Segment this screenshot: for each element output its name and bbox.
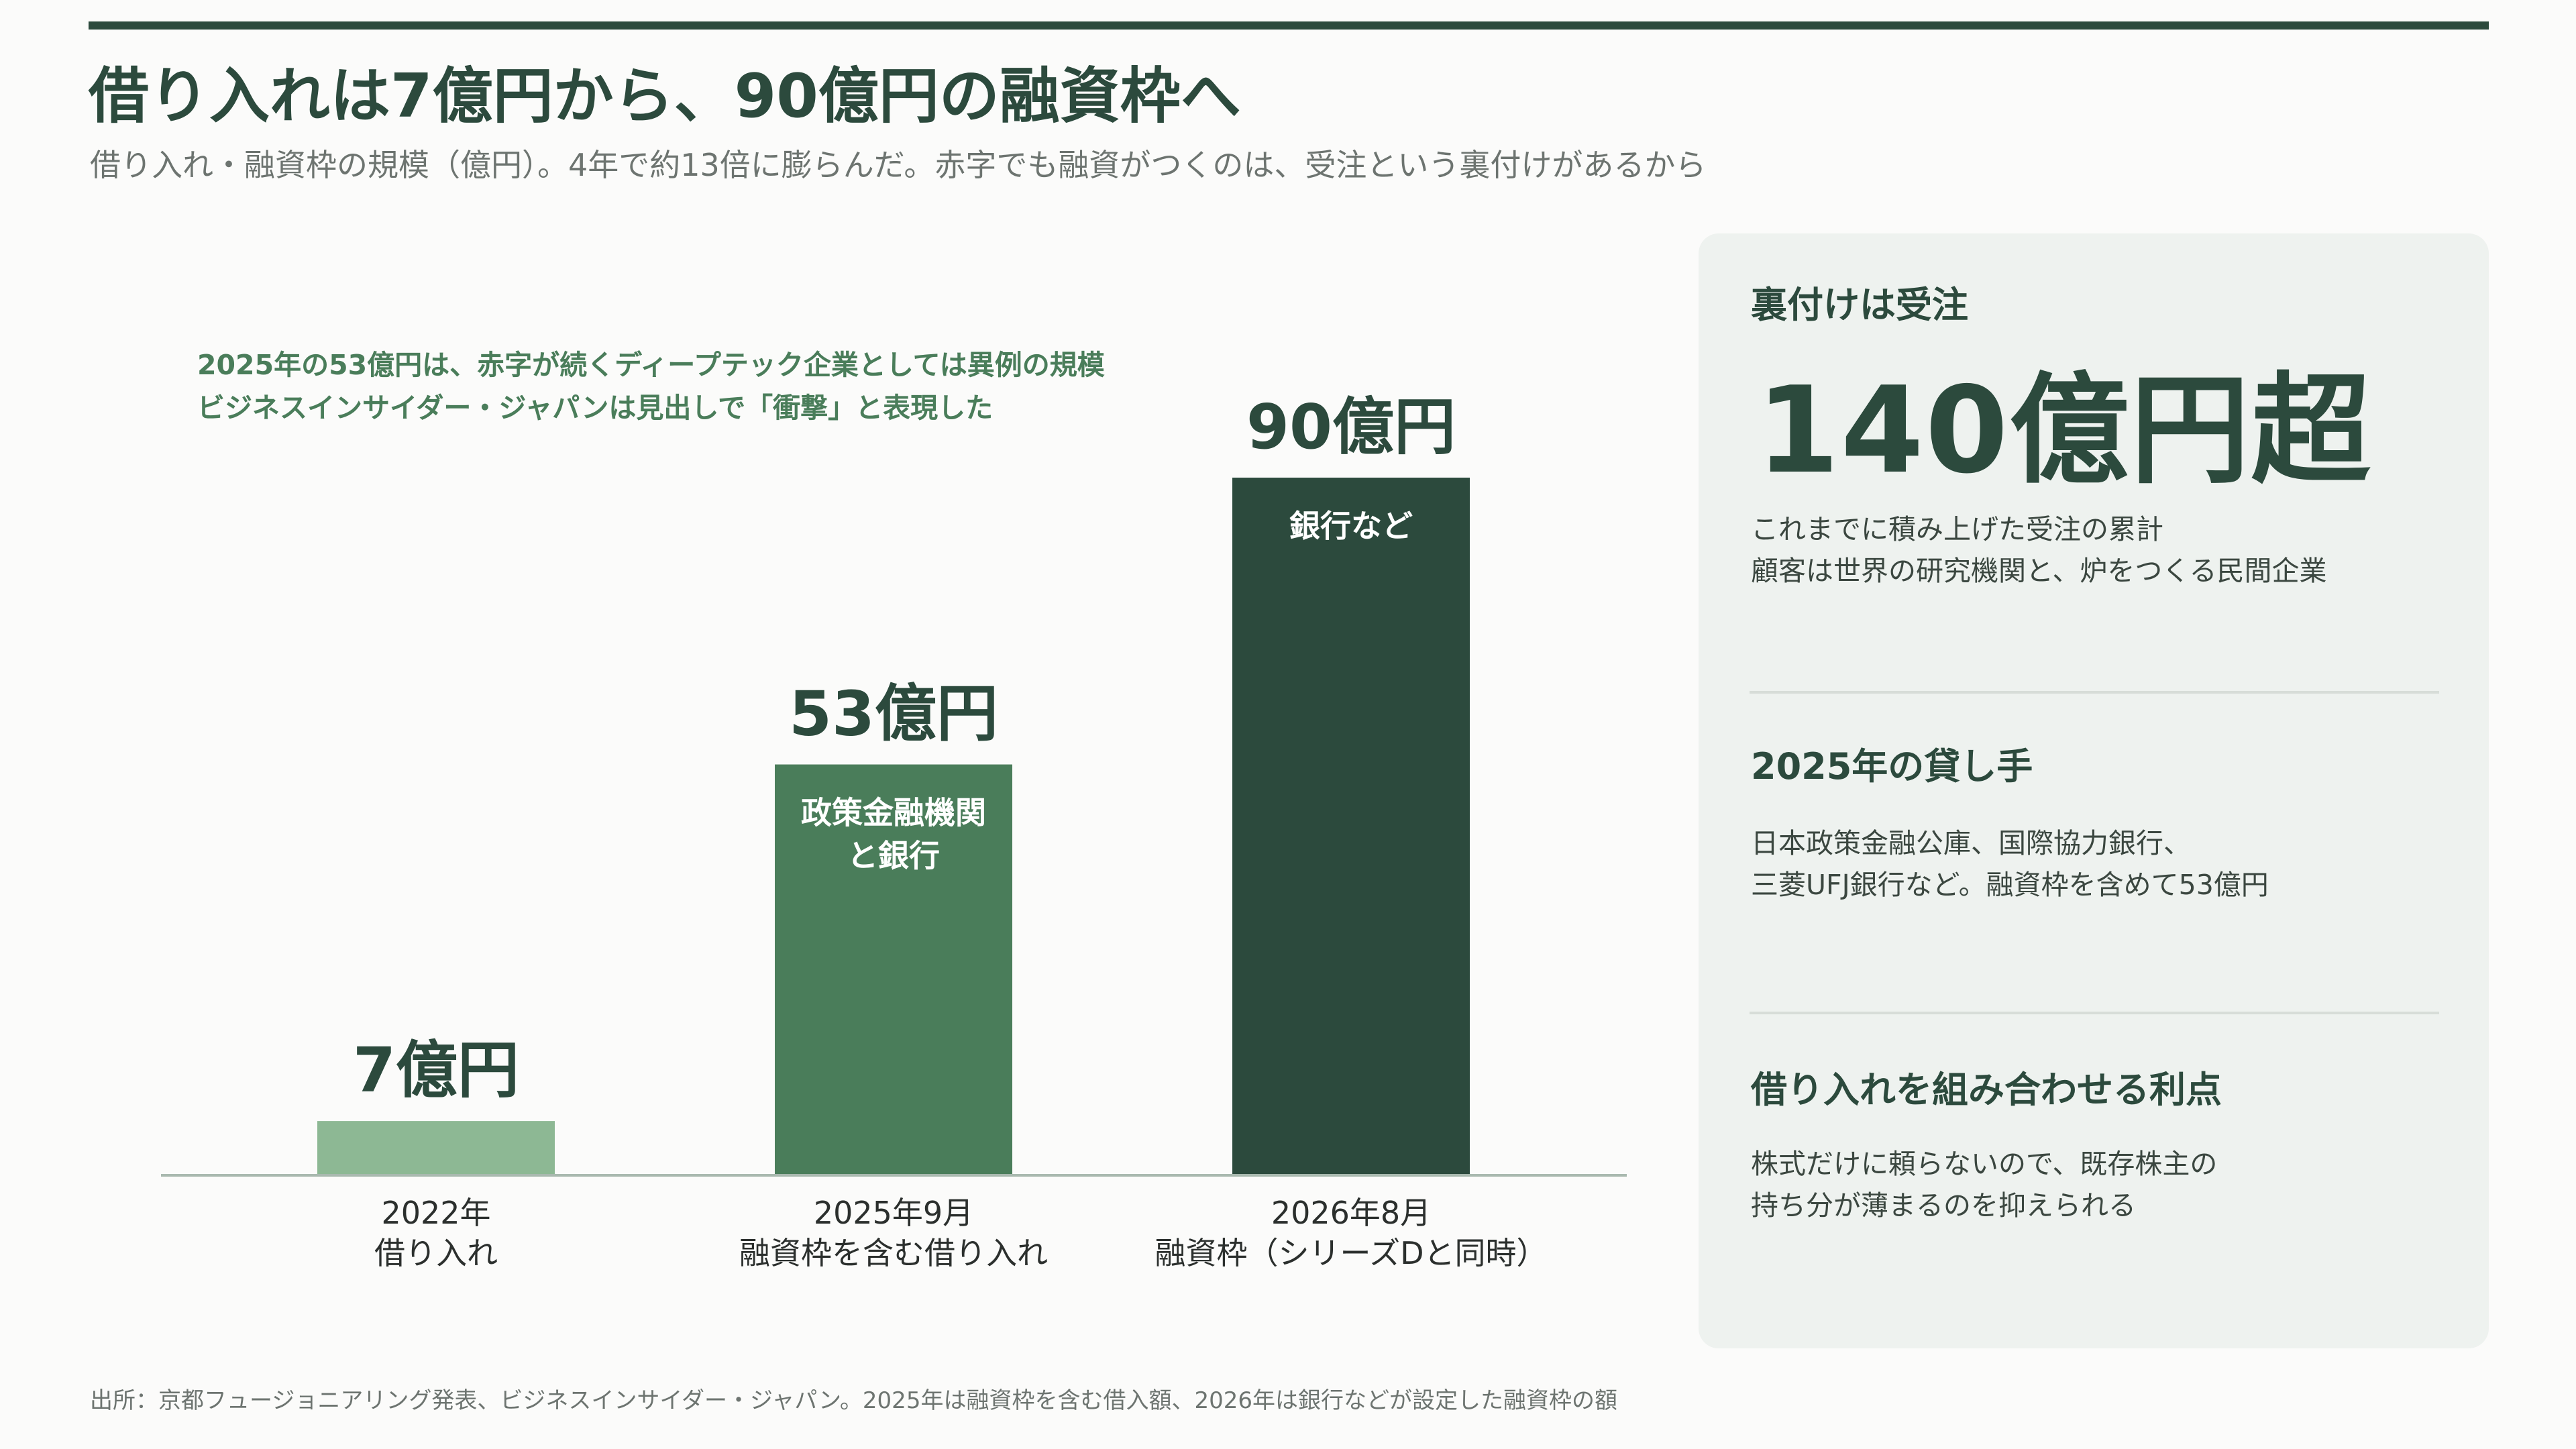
bar-value-label: 7億円 bbox=[353, 1034, 519, 1106]
panel-body-lenders: 日本政策金融公庫、国際協力銀行、 三菱UFJ銀行など。融資枠を含めて53億円 bbox=[1751, 822, 2269, 906]
panel-body-benefit: 株式だけに頼らないので、既存株主の 持ち分が薄まるのを抑えられる bbox=[1751, 1143, 2217, 1226]
page-subtitle: 借り入れ・融資枠の規模（億円）。4年で約13倍に膨らんだ。赤字でも融資がつくのは… bbox=[90, 147, 1707, 183]
top-rule bbox=[89, 21, 2489, 30]
panel-label-lenders: 2025年の貸し手 bbox=[1751, 745, 2033, 788]
chart-annotation: 2025年の53億円は、赤字が続くディープテック企業としては異例の規模 ビジネス… bbox=[197, 343, 1105, 429]
panel-big-figure: 140億円超 bbox=[1756, 361, 2372, 500]
panel-body-line: 顧客は世界の研究機関と、炉をつくる民間企業 bbox=[1751, 555, 2327, 587]
panel-body-line: 株式だけに頼らないので、既存株主の bbox=[1751, 1148, 2218, 1180]
category-tick-label: 2025年9月 bbox=[814, 1195, 973, 1231]
panel-body-line: 三菱UFJ銀行など。融資枠を含めて53億円 bbox=[1751, 869, 2269, 901]
panel-body-line: 持ち分が薄まるのを抑えられる bbox=[1751, 1189, 2136, 1222]
category-tick-label: 2026年8月 bbox=[1271, 1195, 1431, 1231]
bar-inner-label: 政策金融機関 bbox=[801, 795, 986, 831]
side-panel: 裏付けは受注 140億円超 これまでに積み上げた受注の累計 顧客は世界の研究機関… bbox=[1699, 233, 2489, 1348]
category-tick-label: 融資枠を含む借り入れ bbox=[739, 1235, 1048, 1271]
bar-2 bbox=[775, 764, 1012, 1175]
bar-value-label: 90億円 bbox=[1246, 391, 1456, 463]
panel-divider bbox=[1750, 1012, 2439, 1014]
category-tick-label: 2022年 bbox=[381, 1195, 490, 1231]
category-tick-label: 借り入れ bbox=[374, 1235, 498, 1271]
annotation-line-2: ビジネスインサイダー・ジャパンは見出しで「衝撃」と表現した bbox=[197, 392, 994, 424]
panel-divider bbox=[1750, 691, 2439, 694]
bar-3 bbox=[1232, 478, 1470, 1175]
bar-1 bbox=[317, 1121, 555, 1175]
annotation-line-1: 2025年の53億円は、赤字が続くディープテック企業としては異例の規模 bbox=[197, 349, 1105, 381]
page-title: 借り入れは7億円から、90億円の融資枠へ bbox=[89, 61, 1241, 131]
panel-label-orders: 裏付けは受注 bbox=[1751, 284, 1968, 326]
panel-body-orders: これまでに積み上げた受注の累計 顧客は世界の研究機関と、炉をつくる民間企業 bbox=[1751, 508, 2327, 592]
panel-body-line: 日本政策金融公庫、国際協力銀行、 bbox=[1751, 827, 2191, 859]
category-tick-label: 融資枠（シリーズDと同時） bbox=[1155, 1235, 1547, 1271]
bar-inner-label: と銀行 bbox=[847, 838, 940, 874]
panel-label-benefit: 借り入れを組み合わせる利点 bbox=[1751, 1069, 2222, 1111]
bar-inner-label: 銀行など bbox=[1289, 508, 1413, 544]
bar-value-label: 53億円 bbox=[789, 678, 998, 750]
source-note: 出所：京都フュージョニアリング発表、ビジネスインサイダー・ジャパン。2025年は… bbox=[90, 1387, 1617, 1414]
panel-body-line: これまでに積み上げた受注の累計 bbox=[1751, 513, 2163, 545]
